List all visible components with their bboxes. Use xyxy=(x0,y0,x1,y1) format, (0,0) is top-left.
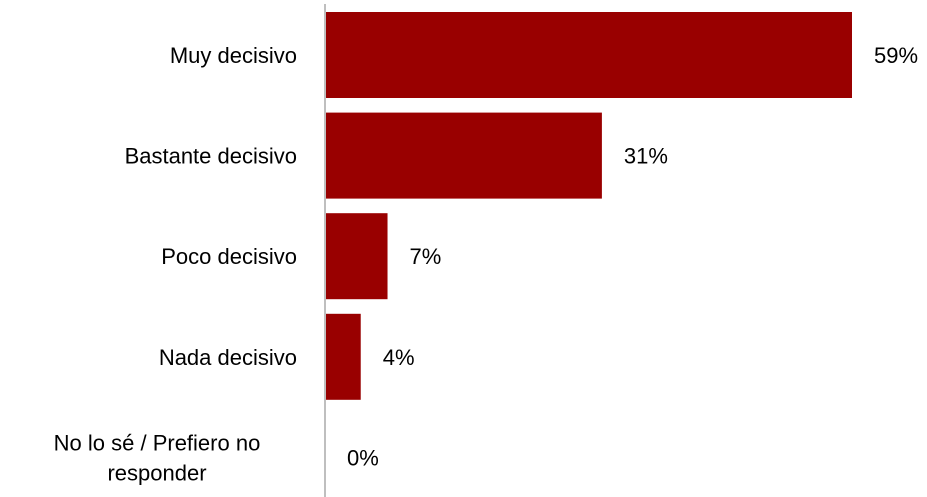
value-label: 59% xyxy=(874,43,918,68)
category-label-line: Poco decisivo xyxy=(161,244,297,269)
category-label: Poco decisivo xyxy=(161,244,297,269)
value-label: 31% xyxy=(624,144,668,169)
category-label: Bastante decisivo xyxy=(125,144,297,169)
bar xyxy=(325,12,852,98)
category-label-line: Muy decisivo xyxy=(170,43,297,68)
category-label-line: responder xyxy=(107,460,206,485)
value-label: 7% xyxy=(410,244,442,269)
value-label: 0% xyxy=(347,445,379,470)
category-label: No lo sé / Prefiero no responder xyxy=(54,430,261,485)
bar xyxy=(325,113,602,199)
category-label: Muy decisivo xyxy=(170,43,297,68)
bars-group xyxy=(325,12,852,400)
category-label-line: Bastante decisivo xyxy=(125,144,297,169)
value-label: 4% xyxy=(383,345,415,370)
bar xyxy=(325,314,361,400)
category-label: Nada decisivo xyxy=(159,345,297,370)
category-labels-group: Muy decisivo Bastante decisivo Poco decisi… xyxy=(54,43,297,485)
category-label-line: Nada decisivo xyxy=(159,345,297,370)
category-label-line: No lo sé / Prefiero no xyxy=(54,430,261,455)
value-labels-group: 59% 31% 7% 4% 0% xyxy=(347,43,918,470)
bar xyxy=(325,213,388,299)
